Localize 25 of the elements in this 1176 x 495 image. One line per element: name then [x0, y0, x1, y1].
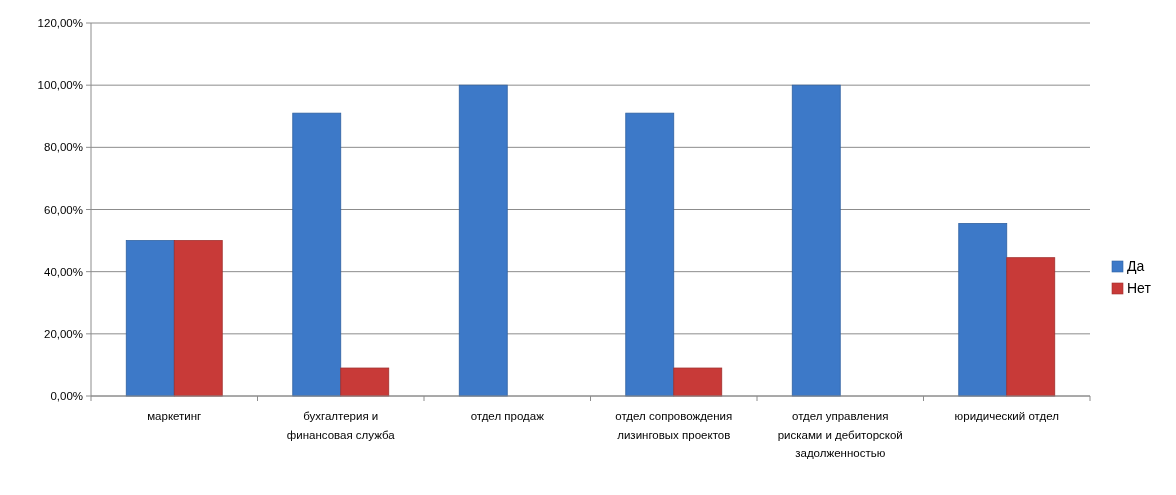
y-tick-label: 60,00%: [43, 203, 83, 216]
x-tick-label: отдел продаж: [470, 410, 545, 422]
y-tick-label: 100,00%: [37, 79, 83, 92]
bar: [340, 367, 390, 397]
bar: [673, 367, 723, 397]
y-tick-label: 40,00%: [43, 265, 83, 278]
legend-label: Нет: [1127, 280, 1152, 297]
bar: [125, 240, 175, 397]
bar: [1006, 257, 1056, 397]
bar: [791, 84, 841, 397]
x-tick-label: отдел сопровождения лизинговых проектов: [615, 410, 733, 441]
bar: [292, 112, 342, 397]
bar: [458, 84, 508, 397]
y-tick-label: 120,00%: [37, 17, 83, 30]
bar: [625, 112, 675, 397]
bar: [173, 240, 223, 397]
x-tick-label: маркетинг: [147, 410, 202, 422]
legend-label: Да: [1127, 258, 1145, 275]
x-tick-label: бухгалтерия и финансовая служба: [286, 410, 396, 441]
y-tick-label: 0,00%: [50, 390, 83, 403]
x-tick-label: отдел управления рисками и дебиторской задолженностью: [777, 410, 903, 459]
y-tick-label: 80,00%: [43, 141, 83, 154]
y-tick-label: 20,00%: [43, 327, 83, 340]
bar: [958, 223, 1008, 397]
x-tick-label: юридический отдел: [954, 410, 1059, 422]
